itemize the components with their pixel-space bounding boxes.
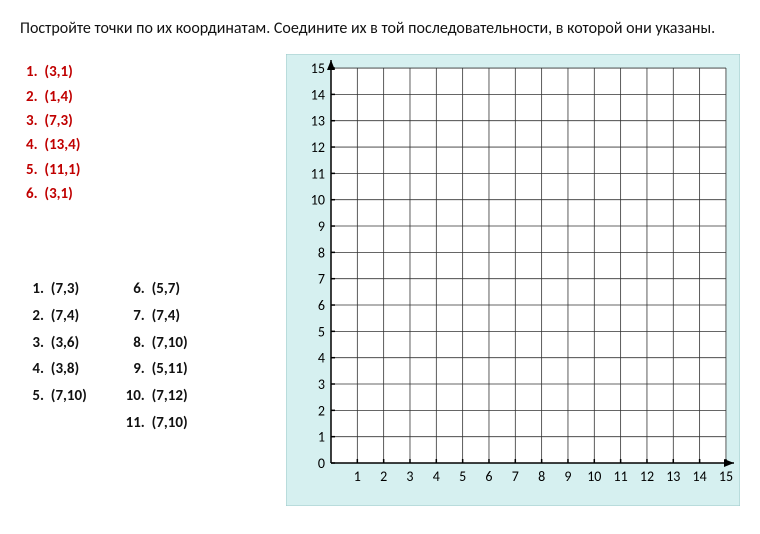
svg-text:13: 13	[666, 468, 680, 485]
svg-text:6: 6	[485, 468, 492, 485]
svg-text:4: 4	[318, 350, 325, 367]
svg-text:3: 3	[318, 376, 325, 393]
black-point-item: 4. (3,8)	[22, 356, 87, 383]
svg-text:11: 11	[311, 166, 325, 183]
black-list-col2: 6. (5,7)7. (7,4)8. (7,10)9. (5,11)10. (7…	[123, 276, 188, 436]
black-point-item: 7. (7,4)	[123, 303, 188, 330]
svg-text:12: 12	[311, 139, 325, 156]
svg-text:14: 14	[311, 87, 325, 104]
grid-svg: 0123456789101112131415123456789101112131…	[286, 54, 740, 506]
black-point-item: 3. (3,6)	[22, 330, 87, 357]
svg-text:8: 8	[318, 245, 325, 262]
red-point-item: 6. (3,1)	[26, 182, 270, 206]
svg-text:13: 13	[311, 113, 325, 130]
black-point-item: 1. (7,3)	[22, 276, 87, 303]
svg-text:2: 2	[380, 468, 387, 485]
instruction-text: Постройте точки по их координатам. Соеди…	[20, 18, 740, 40]
svg-text:8: 8	[538, 468, 545, 485]
red-point-item: 1. (3,1)	[26, 60, 270, 84]
svg-text:14: 14	[693, 468, 707, 485]
black-point-item: 6. (5,7)	[123, 276, 188, 303]
black-point-item: 8. (7,10)	[123, 330, 188, 357]
red-point-list: 1. (3,1)2. (1,4)3. (7,3)4. (13,4)5. (11,…	[20, 60, 270, 206]
black-point-item: 10. (7,12)	[123, 383, 188, 410]
black-point-item: 11. (7,10)	[123, 410, 188, 437]
black-list-col1: 1. (7,3)2. (7,4)3. (3,6)4. (3,8)5. (7,10…	[22, 276, 87, 436]
svg-text:2: 2	[318, 403, 325, 420]
svg-text:3: 3	[406, 468, 413, 485]
red-point-item: 5. (11,1)	[26, 158, 270, 182]
svg-text:10: 10	[587, 468, 601, 485]
svg-text:5: 5	[318, 324, 325, 341]
content-row: 1. (3,1)2. (1,4)3. (7,3)4. (13,4)5. (11,…	[20, 54, 740, 506]
red-point-item: 3. (7,3)	[26, 109, 270, 133]
svg-text:7: 7	[318, 271, 325, 288]
svg-text:12: 12	[640, 468, 654, 485]
svg-text:0: 0	[318, 455, 325, 472]
svg-text:1: 1	[354, 468, 361, 485]
svg-text:10: 10	[311, 192, 325, 209]
svg-text:9: 9	[318, 218, 325, 235]
svg-text:11: 11	[614, 468, 628, 485]
black-point-item: 9. (5,11)	[123, 356, 188, 383]
lists-column: 1. (3,1)2. (1,4)3. (7,3)4. (13,4)5. (11,…	[20, 54, 270, 436]
svg-text:1: 1	[318, 429, 325, 446]
red-point-item: 4. (13,4)	[26, 133, 270, 157]
black-point-item: 2. (7,4)	[22, 303, 87, 330]
coordinate-grid: 0123456789101112131415123456789101112131…	[286, 54, 740, 506]
red-point-item: 2. (1,4)	[26, 85, 270, 109]
svg-text:9: 9	[564, 468, 571, 485]
svg-text:15: 15	[719, 468, 733, 485]
svg-text:7: 7	[512, 468, 519, 485]
black-point-lists: 1. (7,3)2. (7,4)3. (3,6)4. (3,8)5. (7,10…	[20, 276, 270, 436]
svg-text:15: 15	[311, 60, 325, 77]
svg-text:5: 5	[459, 468, 466, 485]
svg-text:4: 4	[433, 468, 440, 485]
svg-text:6: 6	[318, 297, 325, 314]
black-point-item: 5. (7,10)	[22, 383, 87, 410]
